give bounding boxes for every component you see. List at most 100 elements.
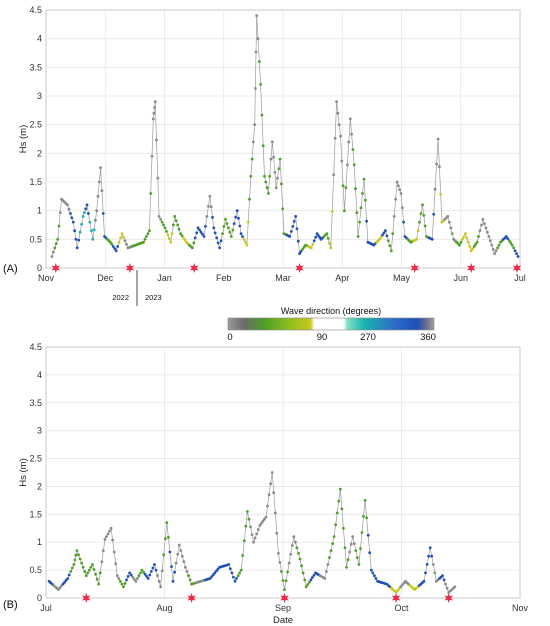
data-point	[166, 233, 170, 237]
data-point	[335, 100, 338, 104]
data-point	[485, 230, 489, 234]
data-point	[185, 570, 189, 573]
x-tick-label: Apr	[335, 273, 349, 283]
data-point	[257, 60, 261, 63]
data-point	[444, 582, 447, 586]
data-point	[516, 255, 520, 258]
data-point	[198, 228, 202, 232]
data-point	[385, 234, 389, 238]
data-point	[301, 248, 304, 251]
y-tick-label: 0.5	[29, 234, 42, 244]
data-point	[277, 167, 281, 171]
data-point	[212, 226, 216, 230]
data-point	[195, 231, 199, 235]
data-point	[249, 525, 252, 529]
data-point	[97, 582, 101, 586]
data-point	[458, 243, 461, 247]
data-point	[131, 575, 135, 579]
data-point	[237, 216, 240, 220]
data-point	[252, 140, 255, 144]
data-point	[238, 571, 242, 575]
data-point	[219, 239, 223, 243]
data-point	[465, 236, 469, 240]
y-tick-label: 1	[37, 537, 42, 547]
data-point	[326, 563, 330, 566]
data-point	[290, 544, 294, 547]
data-point	[211, 573, 215, 577]
data-point	[491, 248, 495, 251]
data-point	[351, 148, 355, 151]
data-point	[348, 550, 351, 554]
data-point	[230, 571, 234, 575]
data-point	[301, 571, 305, 575]
data-point	[299, 250, 303, 253]
data-point	[142, 570, 146, 574]
data-point	[339, 134, 342, 138]
data-point	[228, 230, 232, 234]
data-point	[224, 217, 227, 221]
data-point	[122, 235, 125, 239]
data-point	[165, 521, 169, 525]
data-point	[496, 246, 499, 250]
data-point	[382, 231, 386, 235]
low-wave-marker-star	[125, 263, 135, 273]
year-label-2022: 2022	[112, 293, 129, 302]
data-point	[56, 237, 60, 241]
data-point	[261, 519, 265, 523]
data-point	[474, 242, 477, 246]
y-tick-label: 2.5	[29, 120, 42, 130]
data-point	[92, 568, 96, 571]
data-point	[264, 515, 268, 519]
data-point	[399, 192, 403, 195]
y-tick-label: 1.5	[29, 177, 42, 187]
data-point	[109, 526, 113, 530]
data-point	[134, 579, 138, 583]
data-point	[504, 235, 508, 238]
data-point	[180, 554, 184, 558]
data-point	[169, 240, 173, 244]
data-point	[213, 571, 217, 575]
low-wave-marker-star	[51, 263, 61, 273]
data-point	[58, 586, 62, 590]
data-point	[168, 550, 172, 554]
data-point	[331, 542, 334, 545]
data-point	[233, 579, 237, 583]
data-point	[229, 235, 233, 238]
y-tick-label: 0	[37, 593, 42, 603]
data-point	[137, 574, 141, 578]
data-point	[210, 575, 214, 578]
data-point	[252, 540, 256, 544]
data-point	[355, 211, 359, 215]
data-point	[95, 577, 99, 581]
data-point	[246, 510, 249, 513]
data-point	[395, 180, 399, 184]
data-point	[351, 535, 355, 538]
data-point	[335, 511, 339, 515]
data-point	[83, 211, 86, 215]
data-point	[80, 561, 83, 565]
data-point	[157, 579, 161, 583]
data-point	[172, 223, 175, 227]
data-point	[149, 570, 153, 573]
data-point	[245, 243, 249, 247]
data-point	[95, 209, 99, 213]
data-point	[273, 511, 277, 515]
data-point	[50, 255, 54, 258]
data-point	[100, 560, 104, 564]
data-point	[416, 229, 420, 233]
data-point	[295, 227, 299, 231]
data-point	[289, 230, 293, 233]
data-point	[168, 237, 171, 241]
data-point	[54, 242, 58, 246]
data-point	[63, 580, 66, 584]
data-point	[309, 246, 313, 250]
data-point	[363, 499, 367, 502]
data-point	[277, 552, 280, 555]
data-point	[69, 570, 73, 573]
y-tick-label: 2	[37, 481, 42, 491]
data-point	[145, 235, 148, 238]
data-point	[424, 571, 427, 575]
data-point	[57, 224, 61, 228]
data-point	[379, 235, 383, 239]
data-point	[123, 582, 127, 585]
